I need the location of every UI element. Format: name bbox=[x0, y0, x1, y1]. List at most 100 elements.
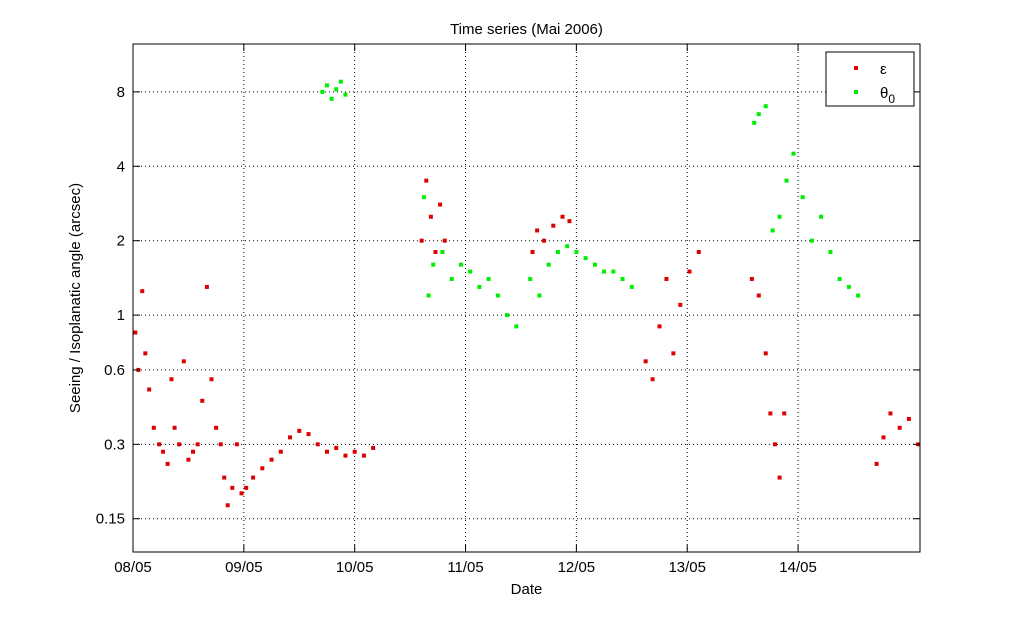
data-point bbox=[888, 411, 893, 416]
data-point bbox=[424, 178, 429, 183]
data-point bbox=[218, 442, 223, 447]
legend-label-theta0-subscript: 0 bbox=[888, 92, 895, 106]
x-tick-label: 09/05 bbox=[225, 559, 263, 576]
data-point bbox=[856, 293, 861, 298]
data-point bbox=[763, 351, 768, 356]
data-point bbox=[421, 195, 426, 200]
data-point bbox=[819, 214, 824, 219]
data-point bbox=[140, 289, 145, 294]
y-tick-label: 1 bbox=[117, 307, 125, 324]
y-tick-label: 0.6 bbox=[104, 362, 125, 379]
data-point bbox=[151, 425, 156, 430]
data-point bbox=[269, 457, 274, 462]
data-point bbox=[324, 83, 329, 88]
data-point bbox=[143, 351, 148, 356]
data-point bbox=[419, 238, 424, 243]
data-point bbox=[809, 238, 814, 243]
data-point bbox=[565, 244, 570, 249]
data-point bbox=[251, 475, 256, 480]
x-tick-label: 13/05 bbox=[668, 559, 706, 576]
data-point bbox=[514, 324, 519, 329]
data-point bbox=[200, 398, 205, 403]
data-point bbox=[225, 503, 230, 508]
data-point bbox=[583, 256, 588, 261]
chart-title: Time series (Mai 2006) bbox=[450, 21, 603, 38]
data-point bbox=[244, 485, 249, 490]
data-point bbox=[343, 92, 348, 97]
data-point bbox=[343, 453, 348, 458]
data-points bbox=[133, 79, 921, 508]
data-point bbox=[555, 250, 560, 255]
x-tick-labels: 08/05 09/05 10/05 11/05 12/05 13/05 14/05 bbox=[114, 559, 817, 576]
data-point bbox=[528, 276, 533, 281]
data-point bbox=[784, 178, 789, 183]
y-tick-label: 4 bbox=[117, 158, 125, 175]
data-point bbox=[643, 359, 648, 364]
y-tick-label: 0.15 bbox=[96, 511, 125, 528]
data-point bbox=[324, 449, 329, 454]
data-point bbox=[234, 442, 239, 447]
data-point bbox=[157, 442, 162, 447]
data-point bbox=[468, 269, 473, 274]
data-point bbox=[306, 432, 311, 437]
data-point bbox=[181, 359, 186, 364]
data-point bbox=[800, 195, 805, 200]
plot-area bbox=[133, 44, 920, 552]
data-point bbox=[186, 457, 191, 462]
data-point bbox=[602, 269, 607, 274]
data-point bbox=[881, 435, 886, 440]
x-tick-label: 08/05 bbox=[114, 559, 152, 576]
data-point bbox=[431, 262, 436, 267]
data-point bbox=[352, 449, 357, 454]
data-point bbox=[696, 250, 701, 255]
x-tick-label: 10/05 bbox=[336, 559, 374, 576]
data-point bbox=[846, 284, 851, 289]
data-point bbox=[222, 475, 227, 480]
series-0 bbox=[133, 178, 921, 508]
x-tick-label: 14/05 bbox=[779, 559, 817, 576]
data-point bbox=[442, 238, 447, 243]
legend-label-epsilon: ε bbox=[880, 61, 887, 78]
axis-ticks bbox=[132, 44, 920, 552]
legend-label-theta0-main: θ bbox=[880, 85, 888, 102]
x-axis-label: Date bbox=[511, 581, 543, 598]
data-point bbox=[297, 428, 302, 433]
data-point bbox=[629, 284, 634, 289]
legend-swatch-theta0 bbox=[854, 90, 858, 94]
data-point bbox=[320, 89, 325, 94]
x-tick-label: 11/05 bbox=[447, 559, 483, 576]
data-point bbox=[334, 445, 339, 450]
y-tick-labels: 0.15 0.3 0.6 1 2 4 8 bbox=[96, 84, 125, 528]
data-point bbox=[230, 485, 235, 490]
data-point bbox=[458, 262, 463, 267]
data-point bbox=[897, 425, 902, 430]
plot-frame bbox=[132, 43, 921, 553]
legend-label-theta0: θ0 bbox=[880, 85, 895, 106]
data-point bbox=[169, 377, 174, 382]
data-point bbox=[477, 284, 482, 289]
data-point bbox=[214, 425, 219, 430]
data-point bbox=[763, 104, 768, 109]
data-point bbox=[177, 442, 182, 447]
data-point bbox=[195, 442, 200, 447]
y-tick-label: 0.3 bbox=[104, 436, 125, 453]
data-point bbox=[756, 112, 761, 117]
data-point bbox=[433, 250, 438, 255]
data-point bbox=[611, 269, 616, 274]
data-point bbox=[329, 96, 334, 101]
data-point bbox=[657, 324, 662, 329]
data-point bbox=[361, 453, 366, 458]
data-point bbox=[428, 214, 433, 219]
data-point bbox=[687, 269, 692, 274]
data-point bbox=[165, 461, 170, 466]
series-1 bbox=[320, 79, 861, 329]
data-point bbox=[288, 435, 293, 440]
data-point bbox=[505, 313, 510, 318]
data-point bbox=[777, 475, 782, 480]
y-tick-label: 8 bbox=[117, 84, 125, 101]
data-point bbox=[574, 250, 579, 255]
data-point bbox=[172, 425, 177, 430]
data-point bbox=[209, 377, 214, 382]
data-point bbox=[535, 228, 540, 233]
